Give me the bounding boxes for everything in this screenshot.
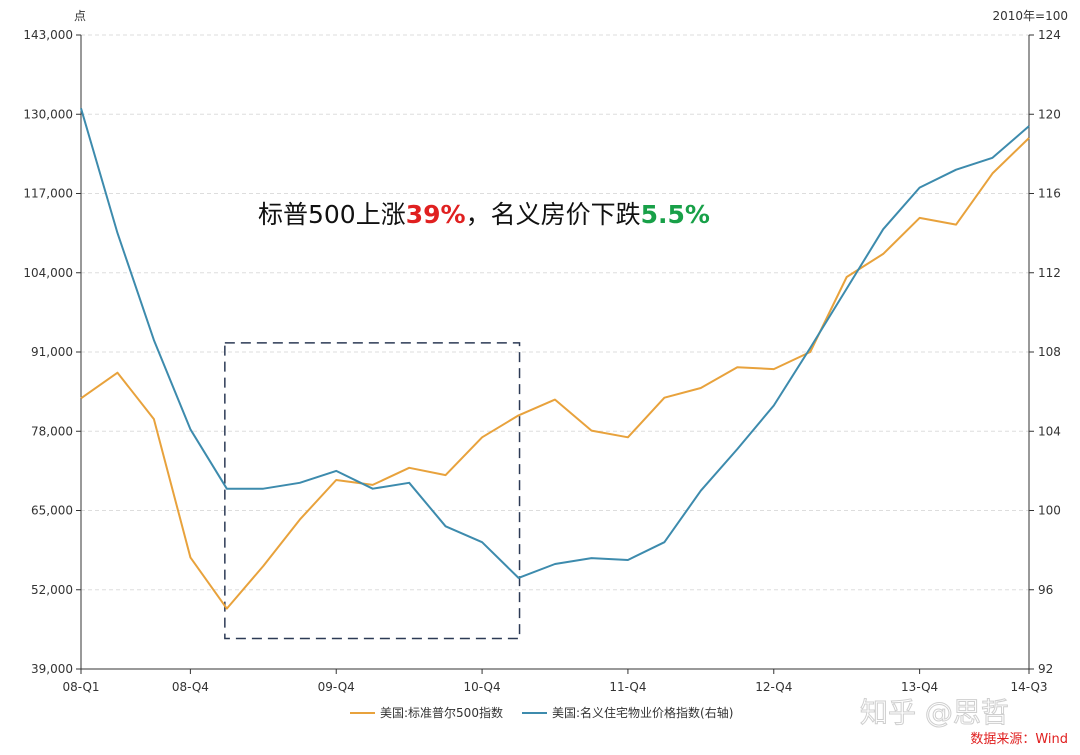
x-tick-label: 09-Q4	[318, 680, 355, 694]
right-tick-label: 116	[1038, 187, 1061, 201]
left-tick-label: 91,000	[31, 345, 73, 359]
x-tick-label: 12-Q4	[755, 680, 792, 694]
left-tick-label: 39,000	[31, 662, 73, 676]
right-tick-label: 124	[1038, 28, 1061, 42]
right-tick-label: 104	[1038, 424, 1061, 438]
right-tick-label: 92	[1038, 662, 1053, 676]
series-line-house-price	[80, 108, 1030, 579]
series-line-sp500	[80, 137, 1030, 610]
annotation-prefix: 标普500上涨	[258, 200, 406, 229]
left-tick-label: 143,000	[23, 28, 73, 42]
x-tick-label: 08-Q4	[172, 680, 209, 694]
x-tick-label: 14-Q3	[1010, 680, 1047, 694]
left-tick-label: 52,000	[31, 583, 73, 597]
sp500-change-value: 39%	[406, 200, 466, 229]
left-axis-ticks: 39,000 52,000 65,000 78,000 91,000 104,000 117…	[23, 28, 81, 676]
right-tick-label: 112	[1038, 266, 1061, 280]
series-lines	[80, 108, 1030, 610]
legend-label-sp500: 美国:标准普尔500指数	[380, 705, 503, 720]
right-tick-label: 96	[1038, 583, 1053, 597]
annotation-middle: ，名义房价下跌	[466, 200, 641, 229]
right-tick-label: 100	[1038, 504, 1061, 518]
x-tick-label: 13-Q4	[901, 680, 938, 694]
right-tick-label: 108	[1038, 345, 1061, 359]
right-tick-label: 120	[1038, 107, 1061, 121]
left-tick-label: 117,000	[23, 187, 73, 201]
chart-annotation: 标普500上涨39%，名义房价下跌5.5%	[258, 200, 710, 229]
left-tick-label: 104,000	[23, 266, 73, 280]
house-price-change-value: 5.5%	[641, 200, 710, 229]
legend: 美国:标准普尔500指数 美国:名义住宅物业价格指数(右轴)	[350, 705, 733, 720]
x-tick-label: 08-Q1	[62, 680, 99, 694]
right-axis-unit: 2010年=100	[993, 9, 1069, 23]
left-tick-label: 78,000	[31, 424, 73, 438]
left-tick-label: 65,000	[31, 504, 73, 518]
x-tick-label: 10-Q4	[464, 680, 501, 694]
data-source: 数据来源：Wind	[970, 732, 1068, 747]
legend-label-house: 美国:名义住宅物业价格指数(右轴)	[552, 705, 733, 720]
right-axis-ticks: 92 96 100 104 108 112 116 120 124	[1029, 28, 1061, 676]
x-axis-ticks: 08-Q1 08-Q4 09-Q4 10-Q4 11-Q4 12-Q4 13-Q4 14-Q3	[62, 669, 1048, 694]
gridlines	[81, 34, 1029, 591]
watermark: 知乎 @思哲	[860, 696, 1009, 729]
highlight-box	[224, 342, 521, 640]
left-axis-unit: 点	[74, 9, 86, 23]
left-tick-label: 130,000	[23, 107, 73, 121]
x-tick-label: 11-Q4	[609, 680, 646, 694]
